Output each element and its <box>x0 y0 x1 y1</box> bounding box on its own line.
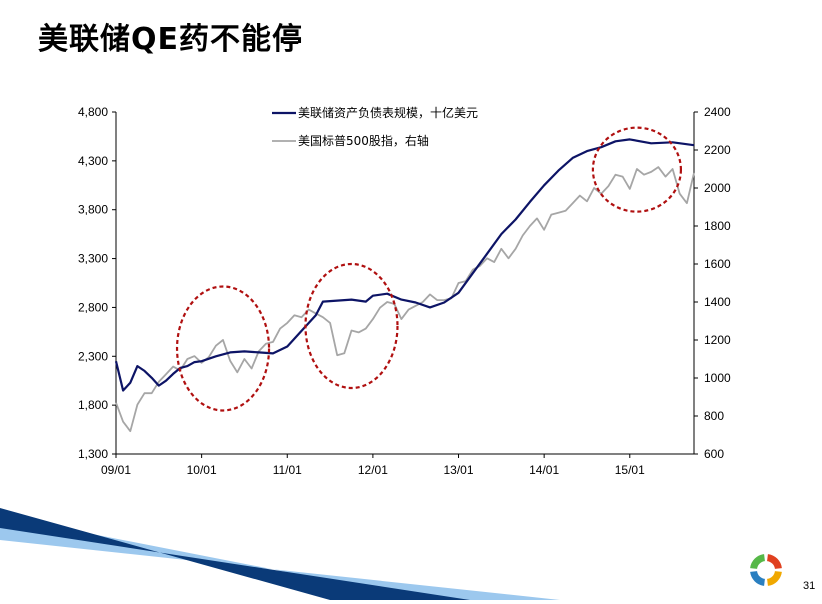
left-tick-label: 2,800 <box>78 300 108 314</box>
legend-label: 美联储资产负债表规模，十亿美元 <box>298 105 478 120</box>
right-tick-label: 600 <box>704 447 724 461</box>
series-line-spx <box>115 166 695 433</box>
left-tick-label: 3,300 <box>78 252 108 266</box>
right-tick-label: 2400 <box>704 105 731 119</box>
decorative-stripes <box>0 508 560 600</box>
x-tick-label: 12/01 <box>358 463 388 477</box>
highlight-circle <box>591 126 683 213</box>
left-tick-label: 3,800 <box>78 203 108 217</box>
highlight-circle <box>304 262 399 390</box>
left-tick-label: 1,300 <box>78 447 108 461</box>
x-tick-label: 10/01 <box>187 463 217 477</box>
right-tick-label: 1200 <box>704 333 731 347</box>
right-tick-label: 1000 <box>704 371 731 385</box>
x-tick-label: 11/01 <box>273 463 302 477</box>
stripe-light <box>0 516 560 600</box>
left-tick-label: 4,300 <box>78 154 108 168</box>
right-tick-label: 1400 <box>704 295 731 309</box>
logo-segment <box>750 554 765 569</box>
right-tick-label: 2200 <box>704 143 731 157</box>
x-tick-label: 09/01 <box>101 463 131 477</box>
series-line-fed-balance-sheet <box>114 138 695 392</box>
chart-annotations <box>175 126 683 412</box>
right-tick-label: 800 <box>704 409 724 423</box>
logo-segment <box>767 554 782 569</box>
x-tick-label: 13/01 <box>444 463 474 477</box>
highlight-circle <box>175 285 271 412</box>
logo-segment <box>750 571 765 586</box>
circular-logo-icon <box>750 554 782 586</box>
page-title: 美联储QE药不能停 <box>38 22 303 57</box>
logo-segment <box>767 571 782 586</box>
chart-axes: 1,300 1,800 2,300 2,800 3,300 3,800 4,300 4,800… <box>78 105 731 477</box>
chart-series <box>114 138 695 433</box>
right-tick-label: 2000 <box>704 181 731 195</box>
right-tick-label: 1600 <box>704 257 731 271</box>
x-tick-label: 15/01 <box>615 463 645 477</box>
legend-label: 美国标普500股指，右轴 <box>298 133 429 148</box>
left-tick-label: 1,800 <box>78 398 108 412</box>
left-tick-label: 2,300 <box>78 349 108 363</box>
page-number: 31 <box>803 580 816 592</box>
x-tick-label: 14/01 <box>529 463 559 477</box>
left-tick-label: 4,800 <box>78 105 108 119</box>
right-tick-label: 1800 <box>704 219 731 233</box>
